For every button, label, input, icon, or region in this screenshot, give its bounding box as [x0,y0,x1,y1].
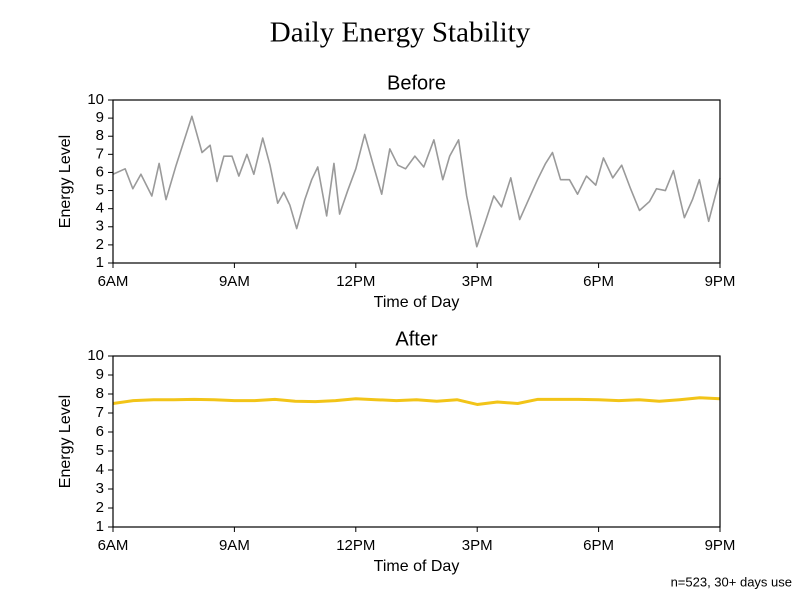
y-tick-label: 7 [96,404,104,421]
y-tick-label: 9 [96,366,104,383]
y-tick-label: 1 [96,254,104,271]
y-tick-label: 6 [96,163,104,180]
footnote: n=523, 30+ days use [671,574,792,589]
x-tick-label: 9PM [705,273,736,290]
x-tick-label: 9PM [705,537,736,554]
y-tick-label: 10 [87,347,104,364]
x-tick-label: 6PM [583,537,614,554]
x-tick-label: 6AM [98,273,129,290]
plot-frame [112,355,721,528]
x-tick-label: 6AM [98,537,129,554]
plot-frame [112,99,721,264]
y-axis-label: Energy Level [57,395,74,488]
x-tick-label: 9AM [219,537,250,554]
y-tick-label: 7 [96,145,104,162]
y-tick-label: 2 [96,499,104,516]
y-tick-label: 5 [96,442,104,459]
chart-title: After [395,328,438,350]
x-tick-label: 12PM [336,537,375,554]
y-tick-label: 1 [96,518,104,535]
page-title: Daily Energy Stability [270,17,531,49]
y-tick-label: 5 [96,182,104,199]
x-tick-label: 6PM [583,273,614,290]
data-line [112,396,721,406]
x-tick-label: 9AM [219,273,250,290]
y-axis-label: Energy Level [57,135,74,228]
y-tick-label: 4 [96,461,104,478]
y-tick-label: 10 [87,91,104,108]
y-tick-label: 3 [96,480,104,497]
x-axis-label: Time of Day [374,294,460,311]
y-tick-label: 2 [96,236,104,253]
y-tick-label: 9 [96,109,104,126]
data-line [112,115,721,248]
y-tick-label: 4 [96,200,104,217]
y-tick-label: 6 [96,423,104,440]
x-tick-label: 3PM [462,273,493,290]
chart-title: Before [387,72,446,94]
x-axis-label: Time of Day [374,558,460,575]
y-tick-label: 8 [96,385,104,402]
x-tick-label: 12PM [336,273,375,290]
y-tick-label: 3 [96,218,104,235]
x-tick-label: 3PM [462,537,493,554]
y-tick-label: 8 [96,127,104,144]
